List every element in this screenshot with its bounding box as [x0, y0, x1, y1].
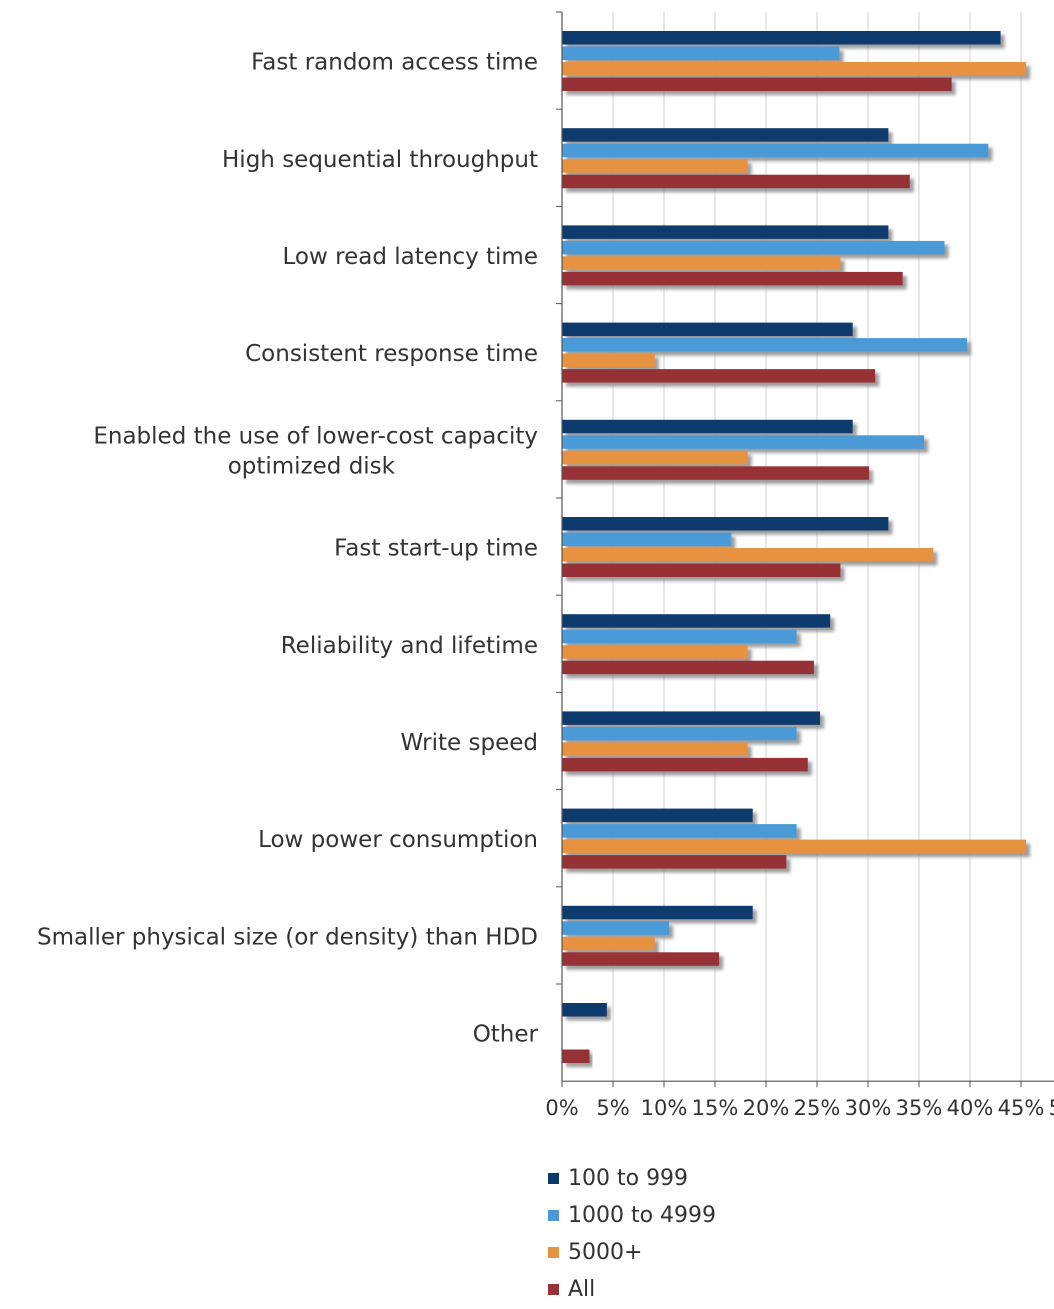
legend-label: 1000 to 4999: [568, 1203, 717, 1228]
bar: [562, 645, 748, 659]
legend-label: 100 to 999: [568, 1166, 689, 1191]
bar: [562, 905, 753, 920]
bar: [562, 824, 797, 838]
category-label-line: Low read latency time: [283, 244, 538, 270]
bar: [562, 128, 889, 142]
axes: [556, 11, 1054, 1088]
bar: [562, 711, 821, 725]
x-tick-label: 0%: [545, 1096, 578, 1120]
bar: [562, 921, 670, 935]
bar: [562, 855, 787, 869]
bar: [562, 952, 720, 966]
x-tick-label: 10%: [641, 1096, 688, 1120]
legend-item: 100 to 999: [548, 1160, 716, 1197]
legend: 100 to 999 1000 to 4999 5000+ All: [548, 1160, 716, 1308]
x-tick-label: 45%: [998, 1096, 1045, 1120]
category-label-line: optimized disk: [228, 453, 396, 479]
category-label-line: Other: [473, 1022, 539, 1048]
bar-chart: Fast random access time High sequential t…: [37, 11, 1054, 1120]
category-label: Smaller physical size (or density) than …: [37, 924, 538, 950]
x-tick-label: 25%: [794, 1096, 841, 1120]
bar: [562, 1003, 607, 1017]
category-label: Consistent response time: [245, 341, 538, 367]
bar: [562, 435, 925, 449]
bar: [562, 353, 655, 368]
bar: [562, 174, 910, 189]
category-labels: Fast random access time High sequential t…: [37, 50, 539, 1048]
bar: [562, 808, 753, 823]
legend-label: 5000+: [568, 1240, 643, 1265]
category-label: Other: [473, 1022, 539, 1048]
bar: [562, 742, 748, 756]
bar: [562, 77, 952, 91]
category-label-line: Smaller physical size (or density) than …: [37, 924, 538, 950]
bar: [562, 629, 797, 644]
bar: [562, 62, 1027, 76]
x-tick-label: 5%: [596, 1096, 629, 1120]
category-label: Low power consumption: [258, 827, 538, 853]
category-label: Low read latency time: [283, 244, 538, 270]
category-label-line: Fast start-up time: [334, 536, 538, 562]
category-label-line: Low power consumption: [258, 827, 538, 853]
bar: [562, 450, 748, 465]
legend-swatch: [548, 1247, 559, 1258]
bar: [562, 548, 934, 562]
category-label-line: Enabled the use of lower-cost capacity: [93, 423, 538, 449]
x-tick-label: 50%: [1049, 1096, 1054, 1120]
bar: [562, 322, 853, 337]
bar: [562, 517, 889, 531]
category-label: Enabled the use of lower-cost capacity op…: [93, 423, 538, 479]
legend-swatch: [548, 1284, 559, 1295]
bar: [562, 46, 840, 60]
bar: [562, 660, 814, 675]
category-label: Fast start-up time: [334, 536, 538, 562]
bar: [562, 338, 967, 352]
x-tick-label: 40%: [947, 1096, 994, 1120]
category-label: Write speed: [400, 730, 538, 756]
category-label-line: High sequential throughput: [222, 147, 538, 173]
bar: [562, 143, 989, 158]
x-tick-labels: 0% 5% 10%15%20%25%30%35%40%45% 50%: [545, 1096, 1054, 1120]
bar: [562, 614, 831, 628]
category-label-line: Reliability and lifetime: [281, 633, 538, 659]
category-label-line: Consistent response time: [245, 341, 538, 367]
bar: [562, 419, 853, 434]
legend-item: All: [548, 1271, 716, 1308]
category-label: Fast random access time: [251, 50, 538, 76]
legend-item: 5000+: [548, 1234, 716, 1271]
bar: [562, 271, 903, 286]
gridlines: [612, 12, 1022, 1082]
bar: [562, 225, 889, 239]
x-tick-label: 20%: [743, 1096, 790, 1120]
legend-item: 1000 to 4999: [548, 1197, 716, 1234]
bar: [562, 256, 841, 270]
bar: [562, 466, 870, 480]
x-tick-label: 35%: [896, 1096, 943, 1120]
category-label: High sequential throughput: [222, 147, 538, 173]
bar: [562, 31, 1001, 45]
x-tick-label: 15%: [692, 1096, 739, 1120]
category-label-line: Write speed: [400, 730, 538, 756]
legend-swatch: [548, 1173, 559, 1184]
bars: [562, 31, 1027, 1063]
bar: [562, 369, 876, 383]
bar: [562, 159, 748, 173]
bar: [562, 839, 1027, 854]
bar: [562, 936, 655, 951]
bar: [562, 532, 732, 546]
bar: [562, 726, 797, 741]
legend-label: All: [568, 1277, 596, 1302]
legend-swatch: [548, 1210, 559, 1221]
x-tick-label: 30%: [845, 1096, 892, 1120]
bar: [562, 563, 841, 577]
bar: [562, 240, 945, 255]
category-label-line: Fast random access time: [251, 50, 538, 76]
category-label: Reliability and lifetime: [281, 633, 538, 659]
bar: [562, 757, 808, 772]
bar: [562, 1049, 590, 1063]
